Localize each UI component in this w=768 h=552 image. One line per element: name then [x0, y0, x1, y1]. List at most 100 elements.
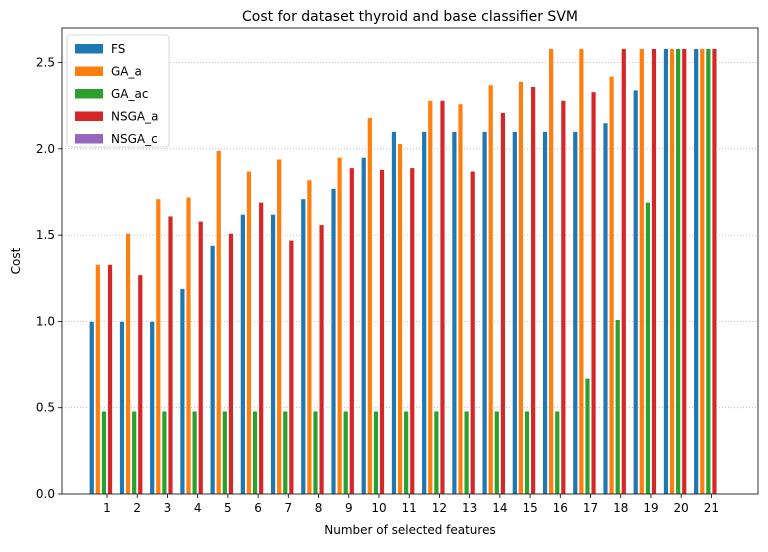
bar-ga-ac [312, 410, 319, 495]
bar-nsga-a [137, 274, 143, 495]
legend-label: GA_ac [111, 87, 148, 101]
bar-nsga-a [107, 264, 113, 495]
bar-ga-a [125, 233, 131, 495]
x-tick-label: 8 [315, 501, 323, 515]
bar-ga-a [548, 48, 554, 495]
bar-fs [270, 214, 276, 495]
bar-nsga-a [621, 48, 627, 495]
x-tick-label: 12 [432, 501, 447, 515]
bar-ga-a [699, 48, 705, 495]
bar-ga-ac [373, 410, 379, 495]
bar-fs [119, 321, 125, 495]
bar-ga-ac [282, 410, 288, 495]
legend-label: GA_a [111, 65, 142, 79]
bar-nsga-a [530, 86, 536, 495]
x-tick-label: 10 [371, 501, 386, 515]
x-tick-label: 19 [643, 501, 658, 515]
bar-ga-ac [343, 410, 349, 495]
legend-swatch [75, 89, 103, 99]
bar-nsga-a [258, 202, 264, 495]
legend: FS GA_a GA_ac NSGA_a NSGA_c [66, 34, 170, 148]
bar-nsga-a [651, 48, 657, 495]
bar-ga-a [155, 198, 161, 495]
bar-ga-ac [403, 410, 409, 495]
x-tick-label: 11 [402, 501, 417, 515]
legend-label: NSGA_c [111, 132, 158, 146]
x-tick-label: 3 [164, 501, 172, 515]
bar-nsga-a [711, 48, 718, 495]
bar-fs [209, 245, 216, 495]
bar-ga-ac [705, 48, 712, 495]
bar-ga-ac [524, 410, 530, 495]
bar-ga-a [608, 76, 615, 495]
bar-ga-a [639, 48, 645, 495]
bar-ga-a [95, 264, 101, 495]
bar-ga-a [427, 100, 433, 495]
y-tick-label: 2.0 [36, 142, 55, 156]
plot-frame [61, 27, 759, 495]
axes [61, 27, 759, 495]
bar-nsga-a [590, 91, 597, 495]
bar-ga-a [669, 48, 675, 495]
bar-nsga-a [379, 169, 385, 495]
bar-ga-ac [645, 202, 651, 495]
x-tick-label: 17 [583, 501, 598, 515]
x-tick-label: 13 [462, 501, 477, 515]
x-tick-label: 18 [613, 501, 628, 515]
x-tick-label: 9 [345, 501, 353, 515]
bar-ga-a [518, 81, 524, 495]
bar-ga-a [397, 143, 403, 495]
bar-ga-ac [463, 410, 470, 495]
ticks: 0.00.51.01.52.02.51 2 3 4 5 6 7 8 9 10 11 12 13 14 15 1… [36, 56, 719, 515]
x-tick-label: 1 [103, 501, 111, 515]
x-tick-label: 14 [492, 501, 507, 515]
bar-ga-ac [161, 410, 168, 495]
y-tick-label: 1.5 [36, 228, 55, 242]
bar-nsga-a [167, 215, 174, 495]
bar-nsga-a [409, 167, 415, 495]
x-tick-label: 20 [674, 501, 689, 515]
bar-nsga-a [560, 100, 567, 495]
bar-nsga-a [469, 170, 476, 495]
bar-fs [149, 321, 155, 495]
bar-nsga-a [439, 100, 446, 495]
x-tick-label: 21 [704, 501, 719, 515]
bar-fs [542, 131, 548, 495]
x-tick-label: 2 [133, 501, 141, 515]
x-tick-label: 6 [254, 501, 262, 515]
bar-fs [89, 321, 95, 495]
bar-fs [602, 122, 609, 495]
bar-ga-ac [554, 410, 560, 495]
bar-ga-a [488, 84, 494, 495]
y-tick-label: 0.5 [36, 401, 55, 415]
bar-fs [240, 214, 246, 495]
bar-ga-ac [222, 410, 228, 495]
bar-nsga-a [318, 224, 325, 495]
bar-nsga-a [288, 239, 295, 495]
bar-fs [391, 131, 397, 495]
bar-ga-a [185, 196, 192, 495]
y-tick-label: 1.0 [36, 314, 55, 328]
bar-ga-ac [191, 410, 198, 495]
bar-nsga-a [198, 221, 204, 495]
bar-ga-ac [494, 410, 500, 495]
y-axis-label: Cost [9, 247, 23, 274]
x-tick-label: 4 [194, 501, 202, 515]
bar-ga-ac [433, 410, 440, 495]
bar-nsga-a [500, 112, 506, 495]
bar-fs [663, 48, 669, 495]
bar-ga-a [578, 48, 585, 495]
bar-ga-a [336, 157, 343, 495]
bar-ga-ac [131, 410, 137, 495]
bar-fs [421, 131, 427, 495]
bar-fs [330, 188, 337, 495]
bar-ga-a [246, 170, 252, 495]
bar-ga-ac [252, 410, 258, 495]
x-tick-label: 16 [553, 501, 568, 515]
bar-ga-a [367, 117, 373, 495]
bar-ga-a [306, 179, 313, 495]
bar-nsga-a [228, 233, 234, 495]
x-axis-label: Number of selected features [324, 523, 495, 537]
